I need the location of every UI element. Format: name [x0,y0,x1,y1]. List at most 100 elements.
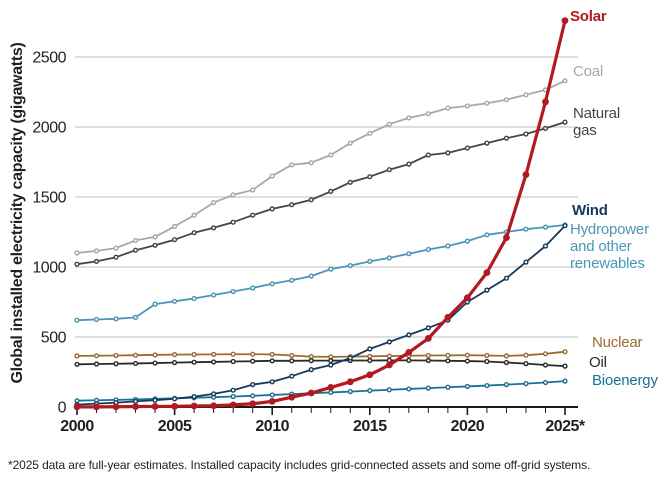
series-point-coal-2008 [230,192,236,198]
series-point-solar-2014 [346,378,354,386]
series-point-coal-2012 [308,160,314,166]
series-point-hydropower-2002 [113,316,119,322]
series-point-hydropower-2014 [347,263,353,269]
series-point-natural-gas-2000 [74,261,80,267]
series-point-nuclear-2015 [367,353,373,359]
series-point-solar-2016 [385,361,393,369]
series-point-solar-2007 [210,402,218,410]
y-tick-label-500: 500 [41,330,67,347]
series-point-natural-gas-2007 [211,225,217,231]
series-point-hydropower-2012 [308,273,314,279]
series-point-solar-2002 [112,403,120,411]
series-point-oil-2013 [328,358,334,364]
series-point-coal-2014 [347,140,353,146]
series-point-natural-gas-2019 [445,150,451,156]
series-point-nuclear-2004 [152,352,158,358]
x-tick-label-2015: 2015 [353,418,387,435]
series-point-wind-2005 [172,396,178,402]
series-point-natural-gas-2013 [328,188,334,194]
series-point-nuclear-2000 [74,353,80,359]
series-point-natural-gas-2005 [172,237,178,243]
series-point-coal-2004 [152,234,158,240]
series-point-solar-2004 [151,403,159,410]
series-point-wind-2011 [289,373,295,379]
series-point-solar-2009 [249,400,257,408]
series-line-bioenergy [76,380,566,402]
series-point-bioenergy-2014 [347,389,353,395]
series-point-coal-2005 [172,223,178,229]
series-point-natural-gas-2018 [425,152,431,158]
series-point-oil-2018 [425,357,431,364]
series-point-hydropower-2015 [367,258,373,264]
series-label-coal: Coal [573,63,604,80]
series-point-nuclear-2019 [445,352,451,358]
series-label-bioenergy: Bioenergy [592,372,658,389]
series-point-solar-2013 [327,384,335,391]
series-point-solar-2005 [171,402,179,410]
series-point-nuclear-2002 [113,352,119,359]
series-point-wind-2022 [503,275,510,281]
series-point-coal-2006 [191,212,197,218]
series-point-nuclear-2010 [269,351,275,357]
series-point-hydropower-2000 [74,317,80,323]
series-point-oil-2023 [523,361,529,367]
series-point-wind-2023 [523,259,529,265]
series-point-oil-2022 [503,359,510,366]
series-point-solar-2019 [444,314,452,321]
line-chart: 0 500 1000 1500 2000 2500 2000 2005 2010 2015 2020… [9,17,586,435]
series-point-coal-2022 [503,97,510,103]
series-point-oil-2001 [93,361,100,367]
series-point-nuclear-2024 [542,351,549,357]
series-point-oil-2015 [367,357,373,364]
series-point-oil-2021 [484,358,490,365]
series-point-wind-2003 [132,398,139,404]
series-point-coal-2000 [74,250,80,256]
series-point-coal-2002 [113,245,119,251]
series-point-hydropower-2007 [211,292,217,298]
series-point-coal-2017 [406,115,412,121]
series-line-natural-gas [76,121,566,266]
series-point-hydropower-2010 [269,281,275,287]
series-point-nuclear-2020 [464,352,470,358]
series-point-coal-2001 [93,248,100,254]
series-point-natural-gas-2023 [523,131,529,137]
series-label-hydropower: Hydropower and other renewables [570,221,649,272]
series-point-nuclear-2011 [289,352,295,359]
series-point-nuclear-2018 [425,352,431,359]
series-point-nuclear-2022 [503,353,510,359]
series-point-natural-gas-2025 [562,119,568,125]
y-tick-label-2000: 2000 [32,120,66,137]
series-point-oil-2019 [445,358,451,364]
series-line-nuclear [76,350,566,358]
series-label-solar: Solar [570,8,607,25]
series-point-bioenergy-2010 [269,392,275,398]
series-point-coal-2023 [523,92,529,98]
y-tick-label-1000: 1000 [32,260,66,277]
series-point-wind-2010 [269,379,275,385]
series-point-natural-gas-2022 [503,135,510,141]
series-point-bioenergy-2017 [406,386,412,392]
series-label-nuclear: Nuclear [592,334,643,351]
series-point-hydropower-2021 [484,232,490,238]
series-point-bioenergy-2024 [542,379,549,386]
series-point-solar-2022 [503,234,510,242]
series-point-wind-2014 [347,355,353,361]
series-point-natural-gas-2015 [367,174,373,180]
x-tick-label-2025: 2025* [545,418,586,435]
series-point-wind-2025 [562,223,568,229]
series-point-nuclear-2006 [191,351,197,358]
series-point-bioenergy-2021 [484,382,490,389]
series-point-solar-2020 [464,294,471,302]
series-point-hydropower-2001 [93,316,100,323]
series-point-coal-2025 [562,78,568,84]
series-point-oil-2007 [211,359,217,365]
series-point-bioenergy-2016 [386,387,392,393]
x-tick-label-2010: 2010 [255,418,289,435]
series-point-wind-2012 [308,367,314,373]
series-point-nuclear-2001 [93,353,100,359]
series-point-wind-2008 [230,387,236,393]
series-point-nuclear-2012 [308,354,314,360]
series-point-oil-2025 [562,363,568,369]
series-point-solar-2015 [366,371,374,379]
